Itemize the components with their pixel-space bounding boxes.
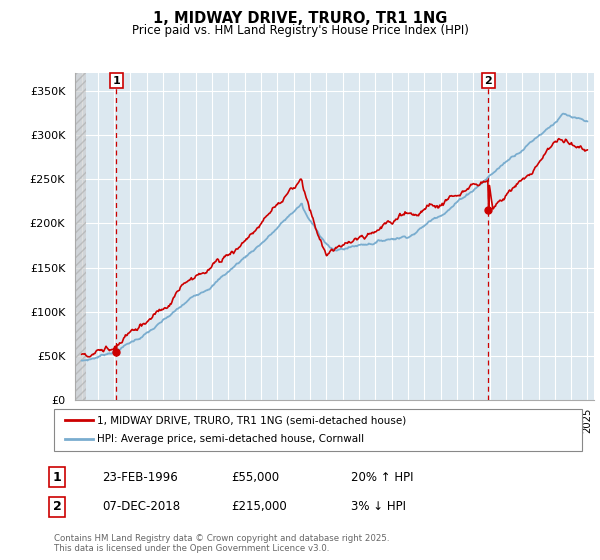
- Text: 2: 2: [484, 76, 492, 86]
- Text: 1: 1: [113, 76, 121, 86]
- Text: Contains HM Land Registry data © Crown copyright and database right 2025.
This d: Contains HM Land Registry data © Crown c…: [54, 534, 389, 553]
- Text: 1, MIDWAY DRIVE, TRURO, TR1 1NG: 1, MIDWAY DRIVE, TRURO, TR1 1NG: [153, 11, 447, 26]
- Bar: [75, 73, 86, 400]
- Text: 3% ↓ HPI: 3% ↓ HPI: [351, 500, 406, 514]
- Text: 20% ↑ HPI: 20% ↑ HPI: [351, 470, 413, 484]
- Bar: [75, 73, 86, 400]
- Text: HPI: Average price, semi-detached house, Cornwall: HPI: Average price, semi-detached house,…: [97, 435, 364, 445]
- Text: £55,000: £55,000: [231, 470, 279, 484]
- Text: 2: 2: [53, 500, 61, 514]
- Text: 23-FEB-1996: 23-FEB-1996: [102, 470, 178, 484]
- Text: 1: 1: [53, 470, 61, 484]
- Text: 07-DEC-2018: 07-DEC-2018: [102, 500, 180, 514]
- Text: 1, MIDWAY DRIVE, TRURO, TR1 1NG (semi-detached house): 1, MIDWAY DRIVE, TRURO, TR1 1NG (semi-de…: [97, 415, 406, 425]
- Text: Price paid vs. HM Land Registry's House Price Index (HPI): Price paid vs. HM Land Registry's House …: [131, 24, 469, 36]
- Text: £215,000: £215,000: [231, 500, 287, 514]
